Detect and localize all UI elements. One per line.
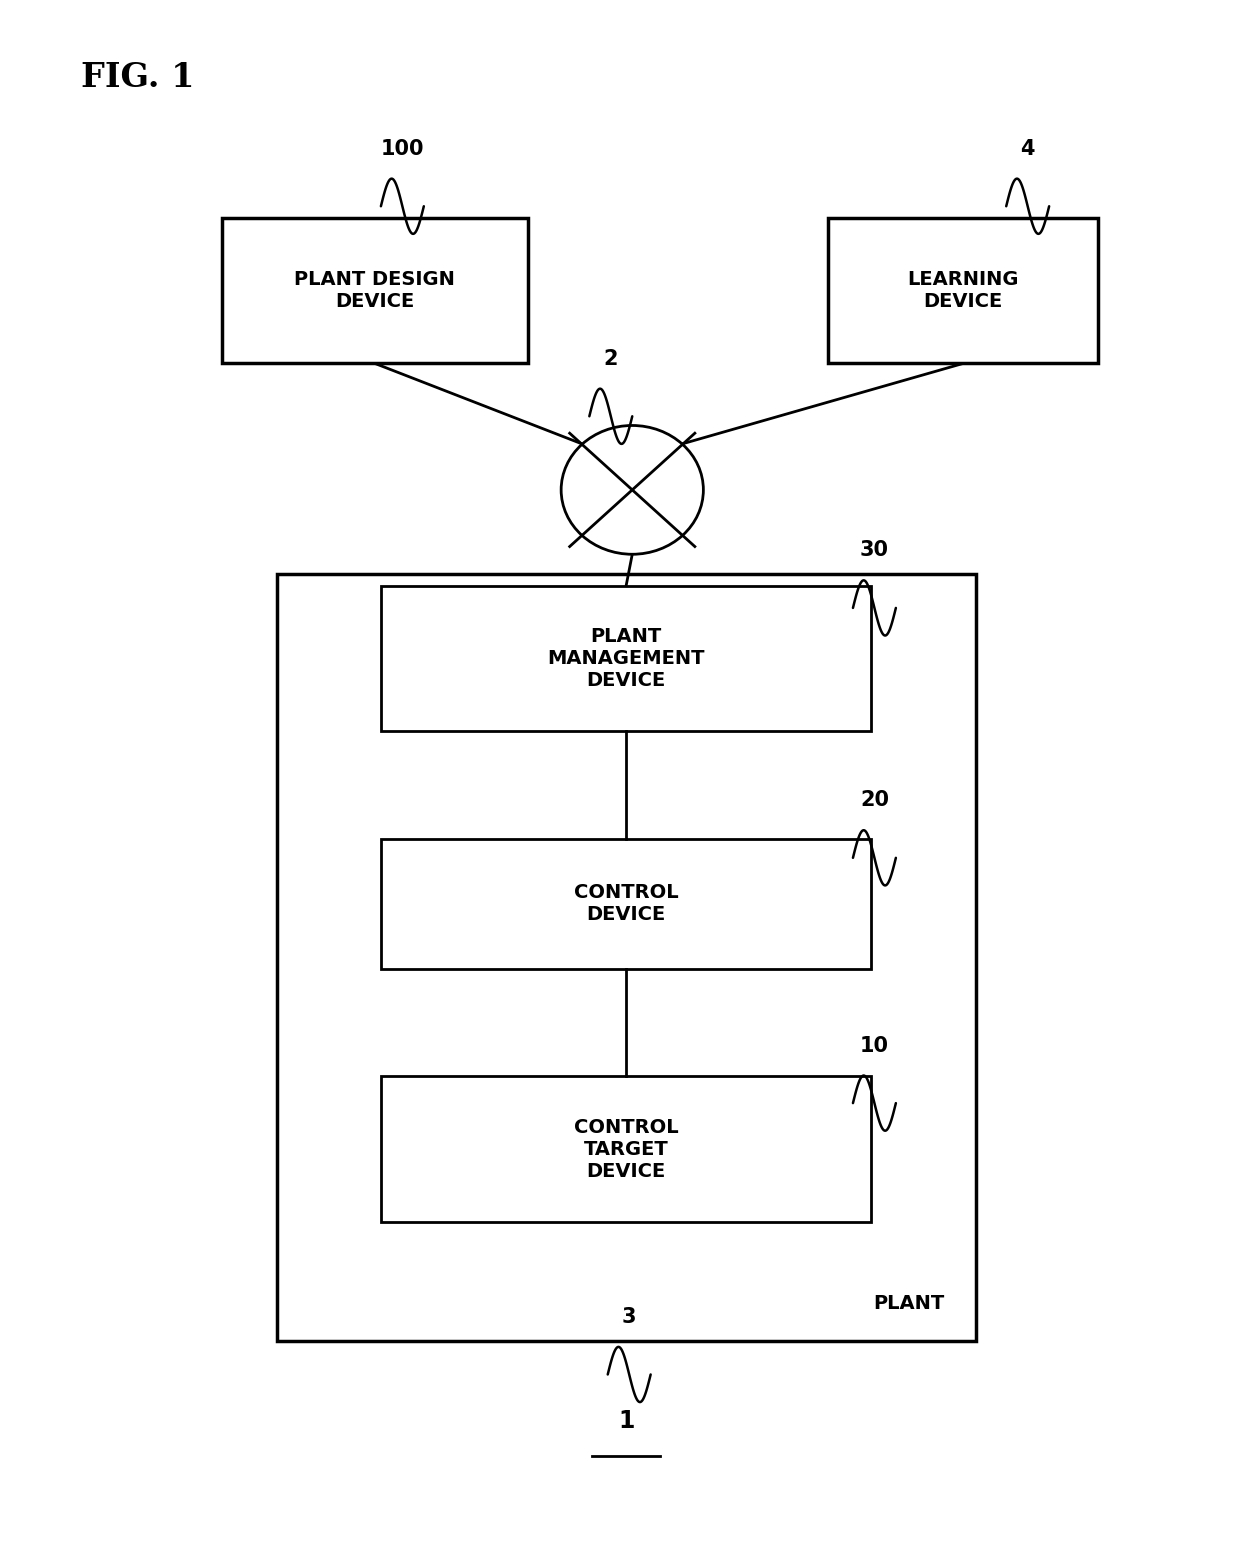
FancyBboxPatch shape	[381, 838, 872, 968]
Text: 3: 3	[622, 1307, 636, 1327]
Text: 100: 100	[381, 139, 424, 159]
Text: CONTROL
DEVICE: CONTROL DEVICE	[574, 883, 678, 924]
Text: 10: 10	[859, 1035, 889, 1055]
Text: 2: 2	[604, 348, 618, 368]
Text: 30: 30	[859, 540, 889, 560]
Ellipse shape	[562, 425, 703, 554]
Text: PLANT: PLANT	[874, 1295, 945, 1313]
Text: LEARNING
DEVICE: LEARNING DEVICE	[908, 271, 1019, 311]
FancyBboxPatch shape	[222, 218, 528, 364]
FancyBboxPatch shape	[381, 1077, 872, 1222]
Text: FIG. 1: FIG. 1	[81, 60, 193, 94]
Text: PLANT DESIGN
DEVICE: PLANT DESIGN DEVICE	[294, 271, 455, 311]
Text: PLANT
MANAGEMENT
DEVICE: PLANT MANAGEMENT DEVICE	[547, 627, 704, 690]
FancyBboxPatch shape	[277, 574, 976, 1341]
Text: 20: 20	[859, 791, 889, 811]
FancyBboxPatch shape	[828, 218, 1099, 364]
Text: 1: 1	[618, 1409, 635, 1433]
Text: 4: 4	[1021, 139, 1035, 159]
Text: CONTROL
TARGET
DEVICE: CONTROL TARGET DEVICE	[574, 1117, 678, 1180]
FancyBboxPatch shape	[381, 586, 872, 732]
